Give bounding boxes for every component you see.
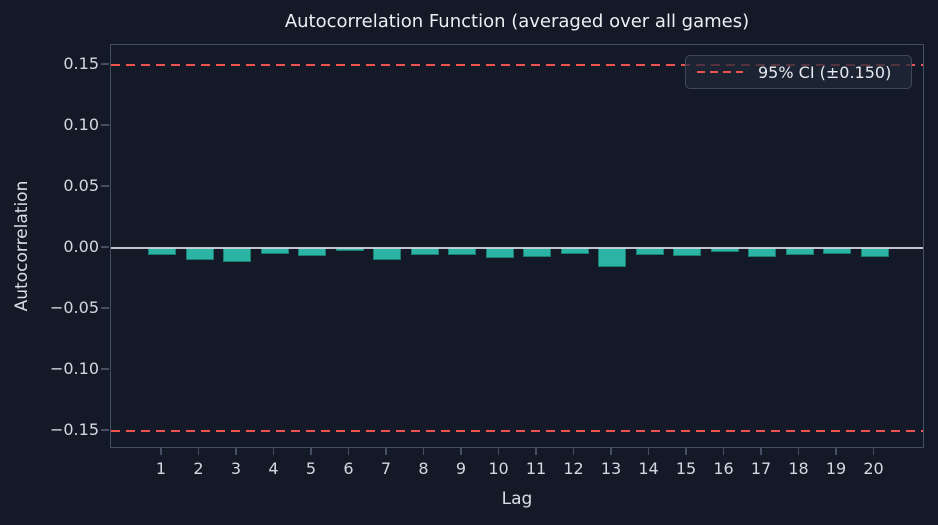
acf-bar-lag-19	[823, 248, 851, 254]
y-tick-mark	[101, 124, 109, 126]
acf-bar-lag-4	[260, 248, 289, 254]
x-tick-mark	[872, 448, 875, 455]
acf-bar-lag-8	[410, 248, 439, 256]
x-tick-label: 6	[343, 459, 354, 478]
acf-bar-lag-5	[298, 248, 326, 256]
x-tick-label: 13	[600, 459, 622, 478]
x-tick-label: 14	[638, 459, 659, 478]
x-tick-label: 3	[230, 459, 242, 478]
plot-area	[110, 44, 924, 448]
x-tick-label: 5	[305, 459, 317, 478]
x-tick-mark	[385, 448, 387, 455]
x-tick-label: 16	[713, 459, 734, 478]
x-tick-label: 8	[418, 459, 429, 478]
acf-bar-lag-15	[673, 248, 701, 256]
y-tick-label: 0.15	[63, 54, 99, 73]
x-tick-label: 20	[863, 459, 884, 478]
x-tick-mark	[535, 448, 537, 455]
acf-bar-lag-2	[185, 248, 214, 260]
y-tick-mark	[101, 185, 109, 187]
y-tick-label: −0.10	[49, 359, 99, 378]
x-tick-mark	[460, 448, 462, 455]
ci-upper-line	[111, 64, 923, 66]
x-tick-mark	[610, 448, 612, 455]
x-tick-mark	[760, 448, 762, 455]
x-tick-mark	[497, 448, 500, 455]
x-tick-mark	[272, 448, 275, 455]
acf-bar-lag-14	[635, 248, 664, 255]
legend-label: 95% CI (±0.150)	[758, 62, 892, 82]
acf-bar-lag-18	[785, 248, 814, 256]
x-tick-label: 10	[488, 459, 509, 478]
x-tick-label: 7	[380, 459, 392, 478]
y-tick-label: 0.00	[63, 237, 99, 256]
x-tick-label: 15	[675, 459, 697, 478]
x-tick-mark	[722, 448, 725, 455]
x-tick-mark	[347, 448, 350, 455]
acf-bar-lag-9	[448, 248, 476, 255]
y-tick-label: −0.05	[49, 298, 99, 317]
x-tick-mark	[797, 448, 800, 455]
x-tick-mark	[647, 448, 650, 455]
y-tick-mark	[101, 246, 109, 248]
x-tick-mark	[835, 448, 837, 455]
acf-bar-lag-6	[335, 248, 364, 251]
x-tick-mark	[422, 448, 425, 455]
y-tick-mark	[101, 63, 109, 65]
x-tick-mark	[685, 448, 687, 455]
acf-bar-lag-17	[748, 248, 776, 257]
acf-bar-lag-12	[560, 248, 589, 254]
x-tick-label: 9	[455, 459, 467, 478]
chart-title: Autocorrelation Function (averaged over …	[284, 11, 750, 32]
x-tick-label: 11	[525, 459, 547, 478]
x-tick-label: 12	[563, 459, 584, 478]
acf-bar-lag-1	[148, 248, 176, 255]
x-tick-label: 2	[193, 459, 204, 478]
y-tick-mark	[101, 307, 109, 309]
x-tick-mark	[572, 448, 575, 455]
legend: 95% CI (±0.150)	[685, 55, 912, 89]
x-tick-mark	[235, 448, 237, 455]
x-tick-mark	[197, 448, 200, 455]
x-axis-label: Lag	[501, 489, 533, 509]
acf-bar-lag-16	[710, 248, 739, 253]
x-tick-mark	[310, 448, 312, 455]
x-tick-label: 4	[268, 459, 279, 478]
x-tick-mark	[160, 448, 162, 455]
zero-axis-line	[111, 247, 923, 249]
ci-lower-line	[111, 430, 923, 432]
y-tick-label: 0.10	[63, 115, 99, 134]
y-tick-mark	[101, 368, 109, 370]
x-tick-label: 19	[825, 459, 847, 478]
acf-bar-lag-11	[523, 248, 551, 257]
acf-bar-lag-13	[598, 248, 626, 267]
acf-bar-lag-10	[485, 248, 514, 259]
y-tick-label: −0.15	[49, 420, 99, 439]
x-tick-label: 17	[750, 459, 772, 478]
y-tick-label: 0.05	[63, 176, 99, 195]
x-tick-label: 1	[155, 459, 167, 478]
legend-dashed-line-icon	[697, 71, 743, 73]
x-tick-label: 18	[788, 459, 809, 478]
acf-bar-lag-7	[373, 248, 401, 260]
acf-bar-lag-3	[223, 248, 251, 263]
acf-bar-lag-20	[860, 248, 889, 258]
y-tick-mark	[101, 429, 109, 431]
